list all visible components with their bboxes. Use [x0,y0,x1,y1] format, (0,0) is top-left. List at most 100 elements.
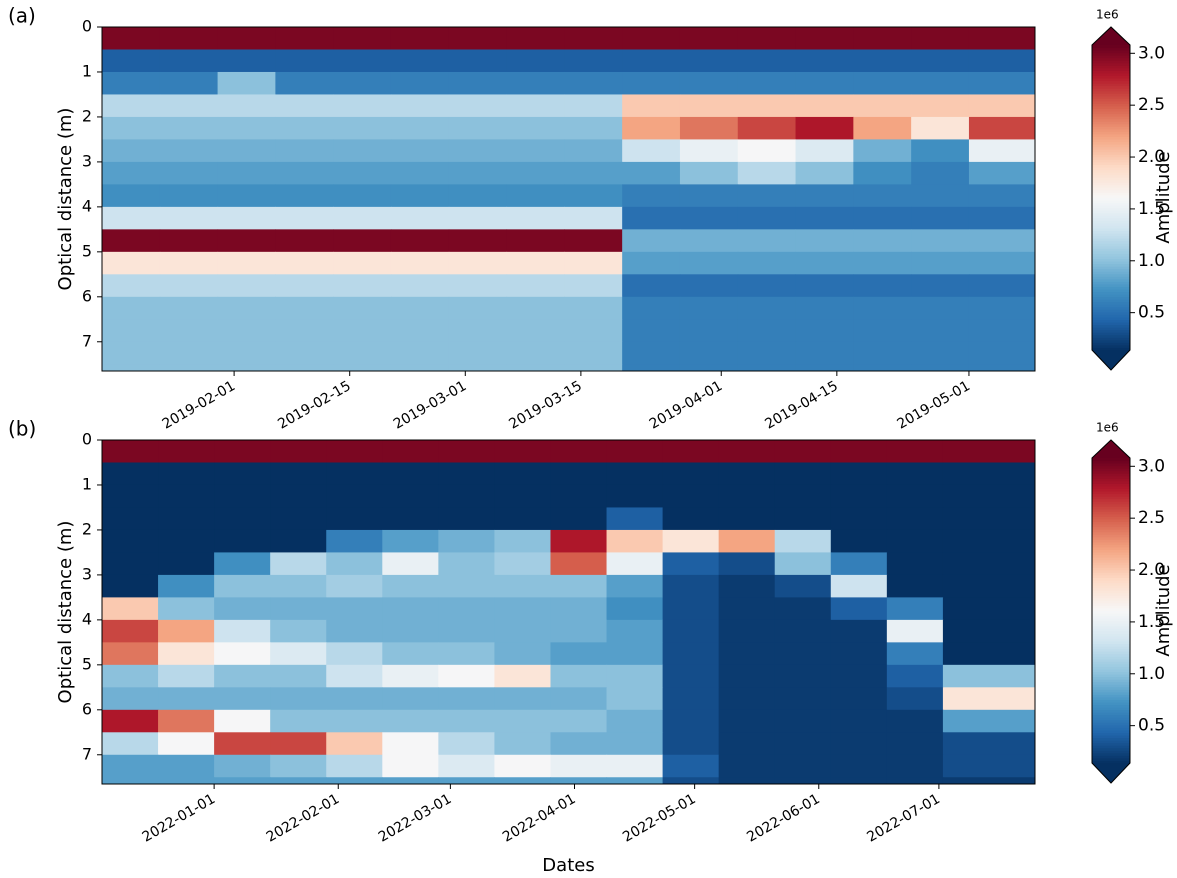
heatmap-cell [911,206,970,230]
heatmap-cell [564,319,623,343]
heatmap-cell [564,184,623,208]
heatmap-cell [795,206,854,230]
heatmap-cell [438,462,495,486]
heatmap-cell [214,664,271,688]
heatmap-cell [564,71,623,95]
colorbar-segment [1092,337,1130,341]
colorbar-segment [1092,712,1130,716]
heatmap-cell [438,440,495,463]
colorbar-segment [1092,57,1130,61]
colorbar-tick-label: 1.0 [1138,251,1165,271]
colorbar-segment [1092,215,1130,219]
y-tick-label: 6 [82,286,92,305]
heatmap-cell [102,732,159,756]
heatmap-cell [564,251,623,275]
heatmap-cell [942,732,1036,756]
heatmap-cell [382,574,439,598]
heatmap-cell [737,71,797,95]
heatmap-cell [382,619,439,643]
heatmap-cell [550,507,608,531]
colorbar-segment [1092,618,1130,622]
x-tick-label: 2022-04-01 [500,791,578,846]
heatmap-cell [102,27,161,50]
y-tick-label: 4 [82,609,92,628]
y-tick-label: 7 [82,744,92,763]
heatmap-cell [270,777,327,785]
y-tick-label: 3 [82,564,92,583]
heatmap-cell [830,507,888,531]
heatmap-cell [448,161,508,185]
heatmap-cell [774,642,832,666]
colorbar-segment [1092,197,1130,201]
colorbar-segment [1092,668,1130,672]
heatmap-cell [853,49,912,73]
heatmap-cell [214,777,271,785]
heatmap-cell [217,364,276,372]
heatmap-cell [911,296,970,320]
colorbar-segment [1092,111,1130,115]
heatmap-cell [830,732,888,756]
heatmap-cell [679,71,739,95]
colorbar-segment [1092,202,1130,206]
heatmap-cell [214,484,271,508]
colorbar-segment [1092,233,1130,237]
y-tick-label: 5 [82,654,92,673]
colorbar-segment [1092,529,1130,533]
heatmap-cell [158,754,215,778]
heatmap-cell [774,597,832,621]
heatmap-cell [718,597,776,621]
colorbar-segment [1092,65,1130,69]
colorbar-segment [1092,286,1130,290]
heatmap-cell [494,507,551,531]
heatmap-cell [438,709,495,733]
colorbar-segment [1092,187,1130,191]
heatmap-cell [275,296,334,320]
heatmap-cell [911,251,970,275]
heatmap-cell [438,552,495,576]
heatmap-cell [390,364,450,372]
heatmap-cell [159,184,219,208]
heatmap-cell [550,440,608,463]
colorbar-segment [1092,544,1130,548]
colorbar-segment [1092,470,1130,474]
heatmap-cell [326,574,383,598]
heatmap-cell [942,597,1036,621]
heatmap-cell [911,94,970,118]
heatmap-cell [830,552,888,576]
heatmap-cell [968,71,1036,95]
heatmap-cell [494,484,551,508]
heatmap-cell [270,529,327,553]
heatmap-cell [795,274,854,298]
colorbar-segment [1092,177,1130,181]
heatmap-cell [886,664,944,688]
heatmap-cell [270,619,327,643]
colorbar-segment [1092,332,1130,336]
colorbar-segment [1092,344,1130,348]
heatmap-cell [382,664,439,688]
colorbar-segment [1092,679,1130,683]
heatmap-cell [679,206,739,230]
heatmap-cell [102,619,159,643]
heatmap-cell [853,296,912,320]
colorbar-extend-top [1092,440,1130,458]
colorbar-segment [1092,123,1130,127]
heatmap-cell [774,777,832,785]
colorbar-segment [1092,460,1130,464]
colorbar-segment [1092,465,1130,469]
heatmap-cell [333,71,392,95]
colorbar-segment [1092,47,1130,51]
colorbar-tick-label: 2.0 [1138,560,1165,580]
heatmap-cell [214,552,271,576]
colorbar-segment [1092,468,1130,472]
heatmap-cell [326,777,383,785]
colorbar-segment [1092,577,1130,581]
heatmap-cell [159,319,219,343]
heatmap-cell [506,116,565,140]
colorbar-segment [1092,648,1130,652]
heatmap-cell [102,139,161,163]
heatmap-cell [448,116,508,140]
heatmap-cell [830,642,888,666]
heatmap-cell [438,642,495,666]
heatmap-cell [448,184,508,208]
colorbar-segment [1092,278,1130,282]
